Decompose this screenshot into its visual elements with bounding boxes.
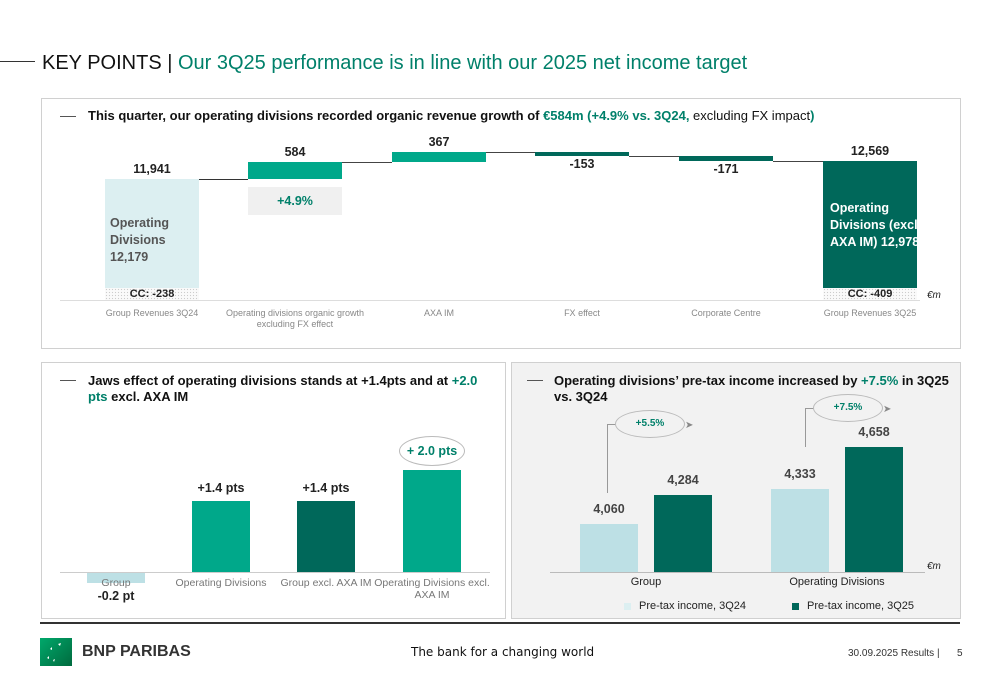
inner-label: Operating Divisions 12,179 [110, 216, 170, 264]
pretax-bar [771, 488, 829, 572]
tagline: The bank for a changing world [411, 645, 595, 659]
category-label: Operating Divisions [789, 576, 885, 588]
jaws-bar [192, 500, 250, 572]
pretax-title: Operating divisions’ pre-tax income incr… [554, 373, 954, 405]
waterfall-bar [105, 179, 199, 288]
header-rule [0, 61, 35, 62]
waterfall-bar [392, 151, 486, 163]
value-label: 4,658 [858, 424, 890, 439]
title-part: excluding FX impact [689, 108, 811, 123]
category-label: Operating Divisions [175, 577, 267, 589]
page-number: 5 [957, 648, 963, 659]
title-part: Jaws effect of operating divisions stand… [88, 373, 452, 388]
title-part: in 3Q25 vs. 3Q24 [554, 373, 949, 404]
connector [486, 151, 535, 153]
title-dash [527, 380, 543, 381]
title-dash [60, 116, 76, 117]
revenue-waterfall-panel [41, 98, 961, 349]
value-label: +1.4 pts [302, 480, 350, 495]
jaws-panel [41, 362, 506, 619]
x-axis [60, 300, 920, 301]
pretax-bar [845, 446, 903, 572]
growth-connector [805, 408, 806, 447]
growth-connector [607, 424, 608, 493]
value-label: 584 [284, 145, 306, 160]
waterfall-title: This quarter, our operating divisions re… [88, 108, 814, 124]
category-label: AXA IM [423, 308, 454, 318]
legend-label: Pre-tax income, 3Q25 [807, 600, 914, 612]
category-label: Group [630, 576, 662, 588]
category-label: Operating Divisions excl. AXA IM [374, 577, 490, 601]
growth-badge: +7.5% [813, 394, 883, 422]
unit-label: €m [927, 290, 941, 301]
x-axis [550, 572, 925, 573]
value-label: +1.4 pts [197, 480, 245, 495]
jaws-bar [87, 573, 145, 584]
value-label: 12,569 [850, 144, 890, 159]
title-highlight: €584m (+4.9% vs. 3Q24, [543, 108, 690, 123]
waterfall-bar [823, 161, 917, 288]
brand-name: BNP PARIBAS [82, 643, 191, 660]
growth-connector [805, 408, 815, 409]
value-label: 367 [428, 134, 450, 149]
waterfall-bar [535, 151, 629, 157]
bnp-stars-logo-icon [40, 638, 72, 666]
connector [773, 161, 823, 163]
title-part: excl. AXA IM [107, 389, 189, 404]
cc-segment [823, 288, 917, 300]
category-label: Group Revenues 3Q24 [105, 308, 199, 318]
waterfall-bar [248, 162, 342, 179]
legend-swatch-3q25 [792, 602, 799, 610]
category-label: Group [101, 577, 131, 589]
value-label: -171 [713, 162, 739, 177]
jaws-bar [403, 470, 461, 572]
category-label: Group excl. AXA IM [280, 577, 372, 589]
category-label: Group Revenues 3Q25 [823, 308, 917, 318]
pretax-bar [654, 495, 712, 572]
unit-label: €m [927, 561, 941, 572]
title-highlight: +7.5% [861, 373, 899, 388]
title-highlight: +2.0 pts [88, 373, 478, 404]
value-label: -0.2 pt [97, 589, 135, 603]
page-title: KEY POINTS | Our 3Q25 performance is in … [42, 52, 747, 75]
title-part: ) [810, 108, 815, 123]
inner-label: Operating Divisions (excl. AXA IM) 12,97… [830, 201, 922, 249]
waterfall-bar [679, 156, 773, 162]
legend-label: Pre-tax income, 3Q24 [639, 600, 746, 612]
footer-rule [40, 622, 960, 624]
connector [629, 156, 679, 158]
growth-badge: +5.5% [615, 410, 685, 438]
cc-segment [105, 288, 199, 300]
organic-growth-pct: +4.9% [248, 187, 342, 215]
connector [199, 179, 248, 180]
legend: Pre-tax income, 3Q24 Pre-tax income, 3Q2… [624, 600, 914, 612]
connector [342, 162, 392, 164]
category-label: Corporate Centre [691, 308, 761, 318]
value-label: 4,060 [593, 502, 625, 516]
footer-date: 30.09.2025 Results | [848, 648, 940, 659]
pretax-bar [580, 524, 638, 572]
jaws-title: Jaws effect of operating divisions stand… [88, 373, 488, 405]
growth-connector [607, 424, 617, 425]
x-axis [60, 572, 490, 573]
category-label: FX effect [564, 308, 600, 318]
legend-swatch-3q24 [624, 602, 631, 610]
title-part: This quarter, our operating divisions re… [88, 108, 544, 123]
value-label: 4,333 [784, 466, 816, 481]
arrow-right-icon: ➤ [685, 420, 694, 431]
cc-label: CC: -238 [129, 288, 175, 300]
category-label: Operating divisions organic growth exclu… [225, 308, 365, 329]
value-label: 11,941 [133, 162, 171, 176]
arrow-right-icon: ➤ [883, 404, 892, 415]
cc-label: CC: -409 [847, 288, 893, 300]
jaws-bar [297, 500, 355, 572]
value-label: -153 [569, 157, 595, 172]
value-label: 4,284 [667, 473, 699, 488]
value-label: + 2.0 pts [399, 436, 465, 466]
title-part: Operating divisions’ pre-tax income incr… [554, 373, 862, 388]
title-text: Our 3Q25 performance is in line with our… [177, 52, 748, 74]
title-dash [60, 380, 76, 381]
title-prefix: KEY POINTS | [42, 52, 173, 74]
